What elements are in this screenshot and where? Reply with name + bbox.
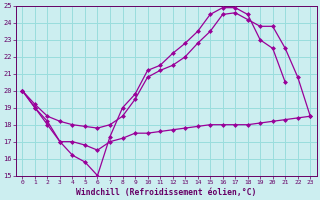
- X-axis label: Windchill (Refroidissement éolien,°C): Windchill (Refroidissement éolien,°C): [76, 188, 257, 197]
